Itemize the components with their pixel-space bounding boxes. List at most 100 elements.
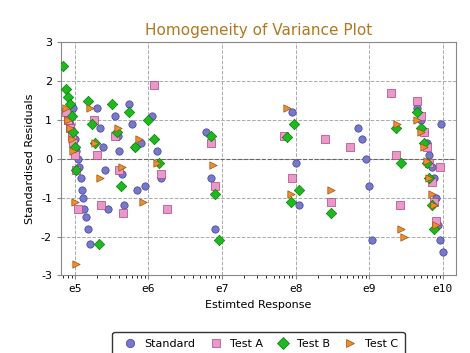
Point: [420, 144, 428, 150]
Point: [283, 106, 290, 111]
Point: [119, 210, 127, 216]
Point: [417, 125, 424, 131]
Point: [135, 137, 143, 142]
Point: [327, 210, 335, 216]
Point: [93, 152, 101, 158]
Point: [392, 152, 399, 158]
Point: [86, 241, 94, 247]
Point: [73, 148, 80, 154]
Point: [138, 140, 145, 146]
Point: [74, 156, 82, 162]
Point: [423, 160, 431, 166]
Point: [79, 195, 87, 201]
Point: [425, 175, 433, 181]
Point: [96, 125, 104, 131]
Point: [98, 203, 105, 208]
Point: [84, 98, 92, 103]
Point: [327, 187, 335, 193]
Point: [417, 117, 424, 123]
Point: [86, 106, 94, 111]
Point: [321, 137, 329, 142]
Point: [150, 82, 158, 88]
Point: [68, 133, 75, 138]
Point: [423, 158, 431, 164]
Point: [68, 137, 75, 142]
Point: [434, 222, 441, 228]
Point: [131, 144, 139, 150]
Point: [114, 133, 121, 138]
Y-axis label: Standardised Residuals: Standardised Residuals: [25, 94, 35, 224]
Point: [425, 152, 433, 158]
Point: [287, 199, 294, 204]
Point: [396, 203, 404, 208]
Point: [397, 226, 405, 232]
Point: [73, 261, 80, 267]
Point: [428, 191, 435, 197]
Point: [66, 121, 73, 127]
Point: [82, 214, 89, 220]
Point: [96, 175, 104, 181]
Point: [68, 129, 75, 134]
Point: [420, 129, 428, 134]
Point: [432, 222, 439, 228]
Point: [62, 109, 70, 115]
Point: [62, 106, 70, 111]
Point: [295, 203, 303, 208]
Point: [90, 117, 97, 123]
Point: [60, 63, 67, 68]
Point: [93, 106, 101, 111]
Point: [70, 106, 77, 111]
Point: [84, 226, 92, 232]
Point: [95, 241, 102, 247]
Point: [289, 109, 296, 115]
Point: [215, 238, 222, 243]
Point: [92, 140, 99, 146]
Point: [207, 175, 214, 181]
Point: [430, 175, 438, 181]
Point: [116, 148, 123, 154]
Point: [423, 144, 431, 150]
Point: [439, 249, 446, 255]
X-axis label: Estimted Response: Estimted Response: [205, 300, 312, 310]
Point: [436, 164, 443, 169]
Point: [292, 160, 299, 166]
Point: [81, 207, 88, 212]
Point: [108, 102, 116, 107]
Point: [425, 160, 433, 166]
Point: [420, 140, 428, 146]
Point: [92, 140, 99, 146]
Point: [141, 183, 149, 189]
Point: [77, 175, 85, 181]
Point: [114, 125, 121, 131]
Point: [359, 137, 366, 142]
Point: [414, 98, 421, 103]
Point: [71, 137, 78, 142]
Point: [71, 152, 78, 158]
Point: [70, 148, 77, 154]
Point: [102, 168, 109, 173]
Point: [66, 125, 73, 131]
Point: [414, 106, 421, 111]
Point: [283, 134, 290, 140]
Point: [140, 199, 147, 204]
Point: [428, 164, 435, 169]
Point: [150, 137, 158, 142]
Point: [88, 121, 95, 127]
Point: [388, 90, 395, 96]
Point: [423, 140, 431, 146]
Point: [432, 195, 439, 201]
Point: [116, 168, 123, 173]
Point: [64, 113, 71, 119]
Point: [401, 234, 408, 239]
Point: [430, 203, 438, 208]
Point: [70, 140, 77, 146]
Point: [397, 160, 405, 166]
Point: [432, 218, 439, 224]
Point: [73, 168, 80, 173]
Point: [64, 117, 71, 123]
Point: [287, 191, 294, 197]
Point: [362, 156, 370, 162]
Point: [120, 203, 127, 208]
Point: [125, 102, 133, 107]
Point: [118, 164, 125, 169]
